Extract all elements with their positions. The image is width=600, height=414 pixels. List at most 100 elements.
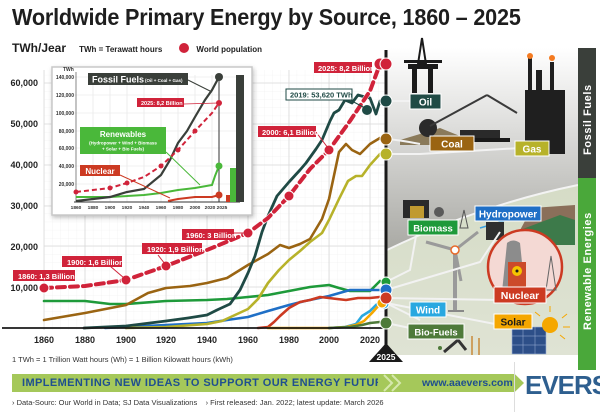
data-source: › Data-Sourc: Our World in Data; SJ Data… [12,398,198,407]
pop-label-2000: 2000: 6,1 Billion [258,126,329,149]
svg-text:2000: 6,1 Billion: 2000: 6,1 Billion [262,128,319,137]
year-2025-marker-triangle [369,343,403,362]
svg-text:Biomass: Biomass [413,224,453,235]
line-coal [42,136,382,322]
svg-text:2000: 2000 [319,335,339,345]
logo-text: EVERS [525,370,600,400]
inset-line-nuclear [167,194,220,202]
svg-text:1960: 3 Billion: 1960: 3 Billion [186,231,237,240]
svg-text:120,000: 120,000 [56,93,74,99]
svg-text:1860: 1860 [34,335,54,345]
inset-y-ticks: 140,000 120,000 100,000 80,000 60,000 40… [56,75,74,188]
biomass-illustration [403,200,444,218]
label-biomass: Biomass [407,219,459,236]
population-labels: 1860: 1,3 Billion 1900: 1,6 Billion 1920… [13,62,375,281]
svg-text:2000: 2000 [190,205,201,211]
label-coal: Coal [429,135,475,152]
line-hydropower [103,288,382,330]
svg-text:1880: 1880 [75,335,95,345]
y-axis-ticks: 60,000 50,000 40,000 30,000 20,000 10,00… [10,78,38,293]
svg-text:Nuclear: Nuclear [501,290,540,302]
renewable-energies-band-label: Renewable Energies [582,212,594,330]
source-line: › Data-Sourc: Our World in Data; SJ Data… [12,398,384,407]
svg-text:1860: 1860 [71,205,82,211]
inset-renew-label: Renewables [100,130,147,139]
svg-text:1980: 1980 [173,205,184,211]
svg-text:1860: 1,3 Billion: 1860: 1,3 Billion [18,272,75,281]
svg-text:100,000: 100,000 [56,111,74,117]
oil-peak-annotation: 2019: 53,620 TWh [285,88,366,109]
svg-text:10,000: 10,000 [10,283,38,293]
svg-text:1920: 1,9 Billion: 1920: 1,9 Billion [147,245,204,254]
label-solar: Solar [493,313,533,330]
svg-text:1980: 1980 [279,335,299,345]
slogan-banner: IMPLEMENTING NEW IDEAS TO SUPPORT OUR EN… [12,374,408,392]
inset-renew-sub2: + Solar + Bio Fuels) [102,147,145,152]
svg-text:1920: 1920 [122,205,133,211]
label-hydropower: Hydropower [474,205,542,222]
source-labels: Oil Coal Gas Hydropower Biomass Nuclear … [407,93,550,340]
inset-bar-fossil [236,75,244,202]
svg-text:1920: 1920 [156,335,176,345]
svg-text:2025: 2025 [217,205,228,211]
solar-panel-illustration [511,306,570,355]
line-gas [124,152,382,330]
biofuel-pump-illustration [438,336,480,355]
renewable-energies-band [578,178,596,370]
svg-text:Hydropower: Hydropower [479,210,537,221]
svg-text:2020: 2020 [205,205,216,211]
inset-fossil-label: Fossil Fuels [92,75,144,85]
pop-label-2025: 2025: 8,2 Billion [314,62,375,73]
x-axis-ticks: 1860 1880 1900 1920 1940 1960 1980 2000 … [34,335,380,345]
line-biomass [42,279,382,306]
svg-text:40,000: 40,000 [10,160,38,170]
inset-pop-label: 2025: 8,2 Billion [141,101,183,107]
svg-text:Oil: Oil [419,98,433,109]
endpoint-markers [376,57,393,330]
pop-label-1960: 1960: 3 Billion [182,229,247,240]
svg-text:60,000: 60,000 [10,78,38,88]
release-info: › First released: Jan. 2022; latest upda… [205,398,384,407]
inset-fossil-sub: (Oil + Coal + Gas) [145,78,183,83]
pop-label-1900: 1900: 1,6 Billion [62,256,125,279]
svg-text:1900: 1,6 Billion: 1900: 1,6 Billion [67,258,124,267]
fossil-fuels-band-label: Fossil Fuels [582,84,594,155]
label-oil: Oil [409,93,442,110]
inset-chart: TWh 140,000 120,000 100,000 80,000 60,00… [51,66,253,216]
svg-text:Wind: Wind [416,306,440,317]
inset-unit: TWh [63,67,74,73]
svg-text:Solar: Solar [500,318,525,329]
svg-text:1960: 1960 [156,205,167,211]
chart-title: Worldwide Primary Energy by Source, 1860… [12,4,521,30]
inset-bar-renewables [230,168,238,202]
y-axis-unit: TWh/Jear [12,41,67,55]
chart-subheader: TWh/Jear TWh = Terawatt hours World popu… [12,41,262,55]
fossil-fuels-band [578,48,596,178]
svg-text:1900: 1900 [116,335,136,345]
svg-text:1940: 1940 [139,205,150,211]
svg-text:140,000: 140,000 [56,75,74,81]
svg-text:1900: 1900 [105,205,116,211]
population-legend-label: World population [196,45,263,54]
inset-renew-sub1: (Hydropower + Wind + Biomass [89,141,157,146]
website-link[interactable]: www.aaevers.com [408,374,524,392]
year-2025-marker: 2025 [377,352,396,362]
population-legend-icon [179,43,190,53]
svg-text:50,000: 50,000 [10,119,38,129]
label-nuclear: Nuclear [493,286,547,304]
line-oil [82,93,382,330]
pop-label-1860: 1860: 1,3 Billion [13,270,75,281]
svg-text:20,000: 20,000 [59,182,75,188]
svg-text:80,000: 80,000 [59,129,75,135]
svg-text:Coal: Coal [441,140,463,151]
wind-turbine-illustration [425,230,479,312]
inset-line-fossil [75,76,220,203]
label-wind: Wind [409,301,447,318]
svg-text:2020: 2020 [360,335,380,345]
svg-text:60,000: 60,000 [59,146,75,152]
svg-text:1940: 1940 [197,335,217,345]
website-link-text[interactable]: www.aaevers.com [422,377,513,389]
evers-logo: EVERS [514,362,600,412]
pop-label-1920: 1920: 1,9 Billion [142,243,204,265]
